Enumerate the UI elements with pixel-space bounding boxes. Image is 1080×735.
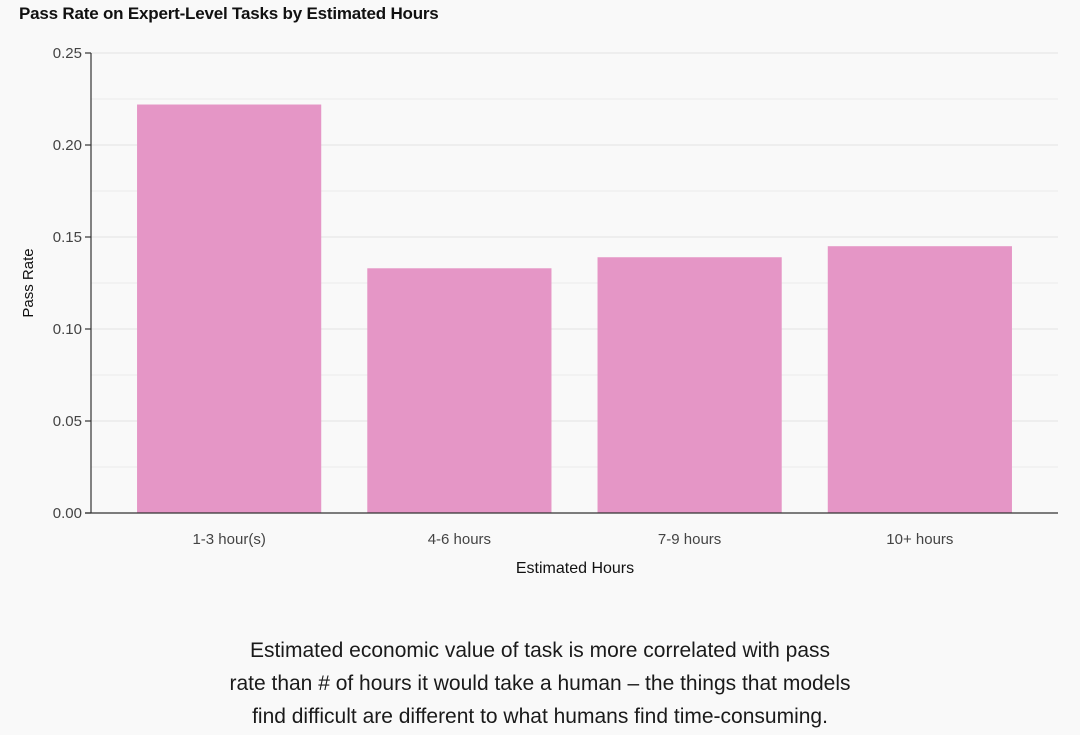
x-tick-label: 1-3 hour(s) <box>192 531 265 548</box>
bar-chart: 1-3 hour(s) 4-6 hours 7-9 hours 10+ hours 0.… <box>20 45 1058 577</box>
y-tick-label: 0.25 <box>53 45 82 62</box>
y-tick-label: 0.20 <box>53 137 82 154</box>
x-axis-label: Estimated Hours <box>516 560 634 577</box>
bar <box>137 104 322 514</box>
bar <box>367 268 552 513</box>
bar <box>597 257 782 513</box>
bar <box>827 246 1012 513</box>
y-tick-label: 0.05 <box>53 413 82 430</box>
x-tick-label: 10+ hours <box>886 531 953 548</box>
caption-line: find difficult are different to what hum… <box>252 705 828 728</box>
y-axis-label: Pass Rate <box>20 248 37 317</box>
x-tick-label: 7-9 hours <box>658 531 721 548</box>
caption-line: rate than # of hours it would take a hum… <box>229 672 851 695</box>
caption-line: Estimated economic value of task is more… <box>249 639 831 662</box>
y-tick-label: 0.10 <box>53 321 82 338</box>
y-tick-label: 0.00 <box>53 505 82 522</box>
chart-title: Pass Rate on Expert-Level Tasks by Estim… <box>19 4 439 23</box>
x-tick-label: 4-6 hours <box>428 531 491 548</box>
chart-caption: Estimated economic value of task is more… <box>140 634 940 733</box>
axes: 1-3 hour(s) 4-6 hours 7-9 hours 10+ hours 0.… <box>53 45 1058 548</box>
y-tick-label: 0.15 <box>53 229 82 246</box>
bars <box>137 104 1012 514</box>
